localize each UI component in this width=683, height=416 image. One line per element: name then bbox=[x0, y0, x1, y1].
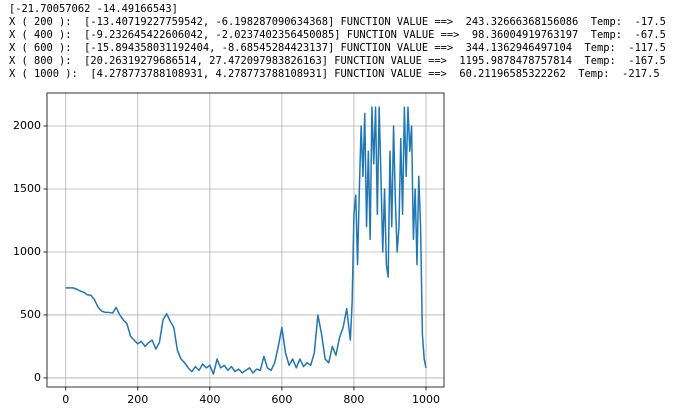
x-tick-label: 0 bbox=[62, 393, 69, 406]
data-line bbox=[65, 106, 427, 375]
axes-frame bbox=[46, 92, 445, 388]
x-tick-label: 600 bbox=[271, 393, 292, 406]
output-line: [-21.70057062 -14.49166543] bbox=[9, 3, 178, 15]
output-line: X ( 400 ): [-9.232645422606042, -2.02374… bbox=[9, 29, 666, 41]
x-tick-label: 200 bbox=[127, 393, 148, 406]
y-tick-label: 0 bbox=[34, 371, 41, 384]
y-tick-label: 1500 bbox=[13, 182, 41, 195]
output-line: X ( 600 ): [-15.894358031192404, -8.6854… bbox=[9, 42, 666, 54]
y-tick-label: 2000 bbox=[13, 119, 41, 132]
output-line: X ( 800 ): [20.26319279686514, 27.472097… bbox=[9, 55, 666, 67]
output-line: X ( 200 ): [-13.40719227759542, -6.19828… bbox=[9, 16, 666, 28]
output-line: X ( 1000 ): [4.278773788108931, 4.278773… bbox=[9, 68, 660, 80]
y-tick-label: 1000 bbox=[13, 245, 41, 258]
x-tick-label: 800 bbox=[343, 393, 364, 406]
output-text: [-21.70057062 -14.49166543] X ( 200 ): [-… bbox=[9, 3, 666, 81]
y-tick-label: 500 bbox=[20, 308, 41, 321]
x-tick-label: 400 bbox=[199, 393, 220, 406]
x-tick-label: 1000 bbox=[412, 393, 440, 406]
